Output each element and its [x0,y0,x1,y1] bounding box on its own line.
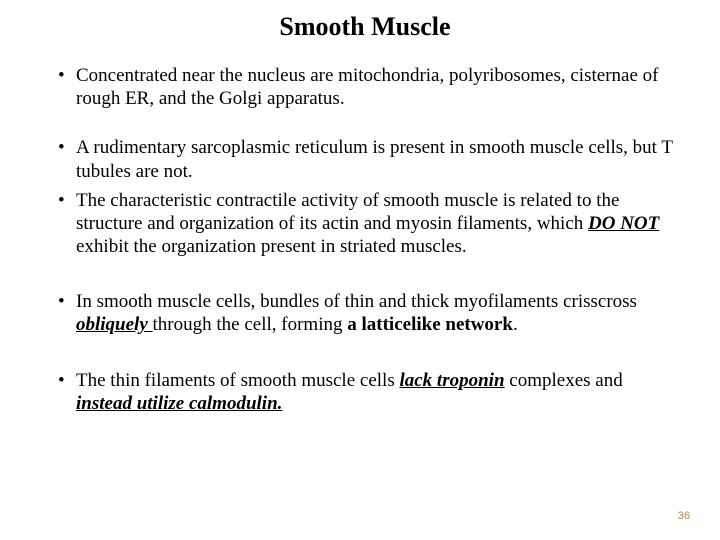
bullet-item: The characteristic contractile activity … [58,189,680,259]
bullet-text: A rudimentary sarcoplasmic reticulum is … [76,137,673,181]
bullet-text: exhibit the organization present in stri… [76,236,467,257]
bullet-text: The characteristic contractile activity … [76,190,619,234]
bullet-text: Concentrated near the nucleus are mitoch… [76,65,658,109]
emphasis-text: instead utilize calmodulin. [76,393,282,414]
emphasis-text: DO NOT [588,213,659,234]
bullet-item: The thin filaments of smooth muscle cell… [58,369,680,415]
bullet-text: through the cell, forming [153,314,348,335]
bullet-text: . [513,314,518,335]
slide: Smooth Muscle Concentrated near the nucl… [0,0,720,540]
bullet-item: A rudimentary sarcoplasmic reticulum is … [58,136,680,182]
bullet-text: complexes and [505,370,623,391]
emphasis-text: lack troponin [399,370,504,391]
bullet-list: Concentrated near the nucleus are mitoch… [50,64,680,415]
bullet-item: Concentrated near the nucleus are mitoch… [58,64,680,110]
emphasis-text: obliquely [76,314,153,335]
bullet-text: The thin filaments of smooth muscle cell… [76,370,399,391]
page-number: 36 [678,510,690,522]
emphasis-text: a latticelike network [347,314,513,335]
bullet-item: In smooth muscle cells, bundles of thin … [58,290,680,336]
slide-title: Smooth Muscle [160,12,570,42]
bullet-text: In smooth muscle cells, bundles of thin … [76,291,637,312]
